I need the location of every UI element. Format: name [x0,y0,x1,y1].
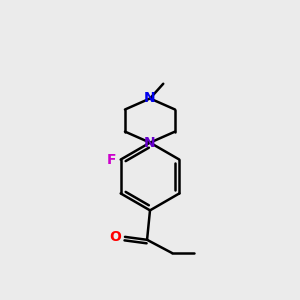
Text: F: F [107,153,116,166]
Text: N: N [144,92,156,106]
Text: O: O [110,230,122,244]
Text: N: N [144,136,156,150]
